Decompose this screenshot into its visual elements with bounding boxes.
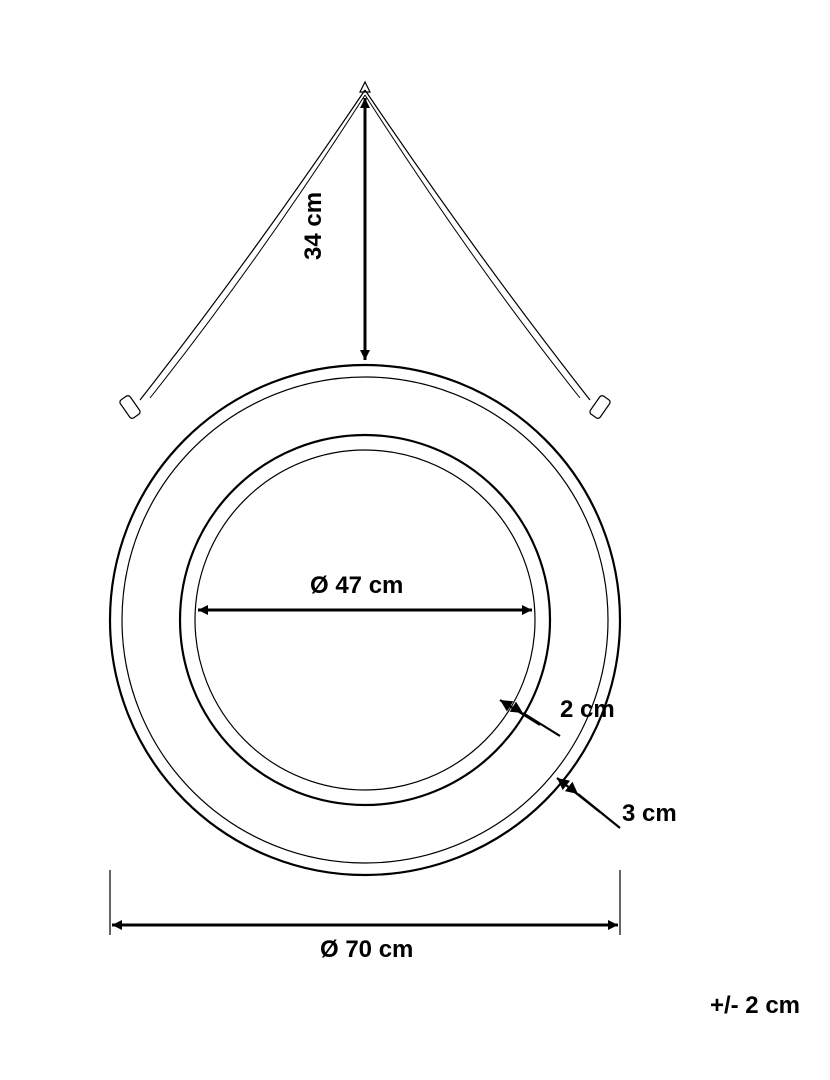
strap-right-inner — [365, 95, 580, 398]
mirror-drawing — [0, 0, 830, 1080]
inner-ring — [195, 450, 535, 790]
label-tolerance: +/- 2 cm — [710, 992, 800, 1020]
dim-ring-gap-in — [523, 713, 560, 736]
strap-left-inner — [150, 95, 365, 398]
diagram-canvas: 34 cm Ø 47 cm 2 cm 3 cm Ø 70 cm +/- 2 cm — [0, 0, 830, 1080]
label-ring-gap: 2 cm — [560, 696, 615, 724]
dim-outer-band-in — [578, 794, 620, 828]
outer-ring — [110, 365, 620, 875]
strap-clip-left — [119, 395, 141, 420]
label-outer-diameter: Ø 70 cm — [320, 936, 413, 964]
label-inner-diameter: Ø 47 cm — [310, 572, 403, 600]
strap-clip-right — [589, 395, 611, 420]
strap-left — [140, 90, 365, 400]
label-outer-band: 3 cm — [622, 800, 677, 828]
middle-ring — [180, 435, 550, 805]
strap-right — [365, 90, 590, 400]
label-strap-height: 34 cm — [300, 192, 328, 260]
